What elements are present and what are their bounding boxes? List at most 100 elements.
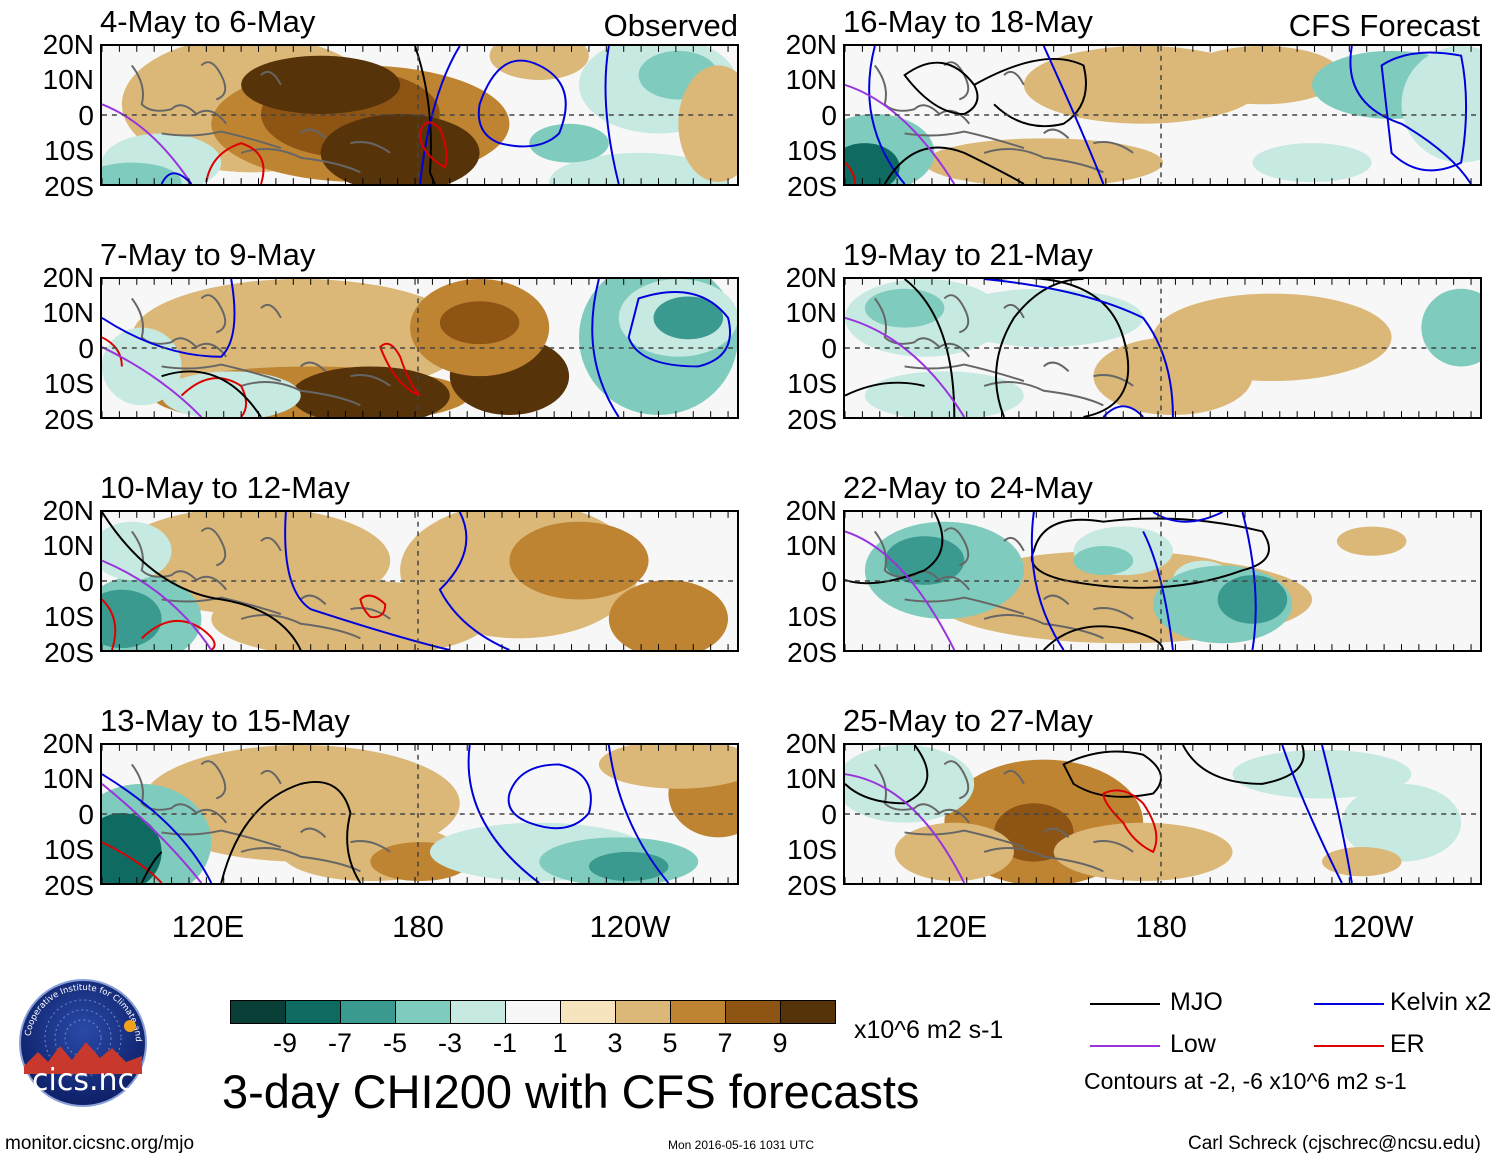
panel-title: 22-May to 24-May: [843, 470, 1093, 505]
colorbar-units: x10^6 m2 s-1: [854, 1016, 1004, 1044]
legend-label: ER: [1390, 1030, 1425, 1058]
legend-line-low: [1090, 1045, 1160, 1047]
chi-anomaly-blob: [944, 288, 1144, 348]
contour-note: Contours at -2, -6 x10^6 m2 s-1: [1084, 1068, 1407, 1094]
chi-anomaly-blob: [845, 745, 975, 823]
panel-title: 7-May to 9-May: [100, 237, 316, 272]
map-panel: [100, 277, 739, 419]
chi-anomaly-blob: [1401, 46, 1480, 163]
lat-tick-label: 20N: [42, 262, 94, 293]
contour-line: [1102, 405, 1144, 417]
colorbar-swatch: [505, 1000, 561, 1024]
contour-line: [995, 279, 1084, 417]
contour-line: [845, 83, 956, 184]
map-svg: [102, 512, 737, 650]
colorbar-swatch: [230, 1000, 286, 1024]
footer-url[interactable]: monitor.cicsnc.org/mjo: [5, 1133, 195, 1154]
colorbar-swatch: [285, 1000, 341, 1024]
colorbar-swatch: [450, 1000, 506, 1024]
contour-line: [1030, 517, 1270, 589]
lat-tick-label: 10S: [787, 368, 837, 399]
contour-line: [845, 316, 966, 417]
lat-tick-label: 20S: [787, 637, 837, 668]
chi-anomaly-blob: [924, 138, 1163, 184]
colorbar-tick-label: -7: [327, 1028, 352, 1058]
lat-tick-label: 10N: [42, 64, 94, 95]
lat-tick-label: 0: [78, 566, 94, 597]
contour-line: [973, 58, 1087, 128]
contour-line: [607, 745, 670, 883]
legend-label: Low: [1170, 1030, 1216, 1058]
map-svg: [845, 745, 1480, 883]
footer-timestamp: Mon 2016-05-16 1031 UTC: [668, 1138, 815, 1152]
lat-tick-label: 20N: [785, 262, 837, 293]
panel-title: 19-May to 21-May: [843, 237, 1093, 272]
colorbar-swatch: [395, 1000, 451, 1024]
lat-tick-label: 10S: [44, 601, 94, 632]
contour-line: [1042, 46, 1105, 184]
chi-anomaly-blob: [439, 301, 520, 345]
contour-line: [627, 291, 732, 368]
contour-line: [1102, 789, 1158, 854]
contour-line: [591, 279, 620, 417]
chi-anomaly-blob: [489, 46, 589, 81]
contour-line: [140, 851, 163, 883]
lat-tick-label: 10S: [787, 135, 837, 166]
legend-label: MJO: [1170, 988, 1223, 1016]
colorbar-swatch: [340, 1000, 396, 1024]
lat-tick-label: 20S: [787, 404, 837, 435]
lat-tick-label: 10S: [787, 834, 837, 865]
contour-line: [102, 841, 163, 883]
map-svg: [845, 279, 1480, 417]
chi-anomaly-blob: [864, 288, 945, 328]
map-panel: [100, 510, 739, 652]
coastline: [874, 527, 1134, 640]
chi-anomaly-blob: [598, 745, 737, 789]
contour-line: [414, 46, 436, 184]
contour-line: [102, 279, 236, 358]
panel-title: 25-May to 27-May: [843, 703, 1093, 738]
contour-line: [205, 142, 265, 184]
lat-tick-label: 0: [78, 333, 94, 364]
map-svg: [845, 512, 1480, 650]
lat-tick-label: 20N: [785, 495, 837, 526]
legend-line-kelvin-x2: [1314, 1003, 1384, 1005]
chi-anomaly-blob: [1093, 337, 1253, 416]
lat-tick-label: 10N: [42, 297, 94, 328]
lat-tick-label: 20N: [785, 728, 837, 759]
chi-anomaly-blob: [845, 143, 900, 184]
lat-tick-label: 20S: [44, 171, 94, 202]
chi-anomaly-blob: [241, 55, 401, 115]
contour-line: [379, 342, 421, 397]
contour-line: [984, 279, 1174, 417]
chi-anomaly-blob: [1053, 822, 1233, 882]
contour-line: [359, 594, 387, 619]
colorbar-swatch: [560, 1000, 616, 1024]
contour-line: [903, 61, 979, 116]
lon-tick-label: 120W: [589, 909, 671, 944]
colorbar-tick-label: 1: [552, 1028, 568, 1058]
coastline: [874, 760, 1134, 873]
contour-line: [102, 598, 117, 650]
lat-tick-label: 20S: [44, 404, 94, 435]
colorbar-tick-label: -9: [272, 1028, 297, 1058]
contour-line: [141, 619, 216, 650]
lat-tick-label: 10N: [785, 763, 837, 794]
lat-tick-label: 20S: [44, 637, 94, 668]
lat-tick-label: 10S: [44, 834, 94, 865]
contour-line: [1241, 512, 1257, 650]
chi-anomaly-blob: [529, 123, 609, 163]
map-svg: [102, 279, 737, 417]
contour-line: [845, 773, 966, 883]
cfs-forecast-label: CFS Forecast: [1288, 8, 1480, 43]
contour-line: [1043, 625, 1164, 650]
colorbar-tick-label: -3: [437, 1028, 462, 1058]
colorbar-tick-label: -1: [492, 1028, 517, 1058]
map-panel: [100, 44, 739, 186]
chi-anomaly-blob: [653, 296, 724, 340]
map-panel: [843, 743, 1482, 885]
chi-anomaly-blob: [588, 851, 669, 882]
lat-tick-label: 0: [821, 566, 837, 597]
contour-line: [845, 530, 956, 650]
colorbar-swatch: [670, 1000, 726, 1024]
